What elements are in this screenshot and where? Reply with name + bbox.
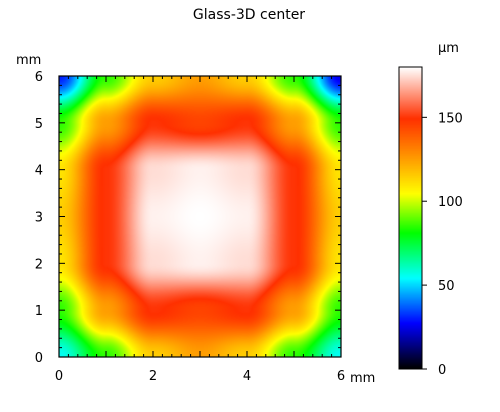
y-axis-unit: mm xyxy=(16,53,41,68)
colorbar-frame xyxy=(398,66,423,370)
colorbar-tick-label: 100 xyxy=(438,195,463,210)
y-tick-label: 4 xyxy=(35,164,43,179)
chart-title: Glass-3D center xyxy=(193,7,305,23)
colorbar-unit: µm xyxy=(438,41,459,56)
x-tick-label: 4 xyxy=(243,369,251,384)
y-tick-label: 5 xyxy=(35,117,43,132)
heatmap-canvas xyxy=(59,76,341,357)
axes-layer: 0 2 4 6 0 1 2 3 4 5 6 0 50 100 150 xyxy=(35,70,463,384)
x-tick-label: 6 xyxy=(337,369,345,384)
x-tick-label: 2 xyxy=(149,369,157,384)
colorbar-tick-label: 150 xyxy=(438,111,463,126)
colorbar-tick-label: 50 xyxy=(438,279,455,294)
y-tick-label: 3 xyxy=(35,211,43,226)
heatmap-plot-area xyxy=(59,76,341,357)
y-tick-label: 0 xyxy=(35,351,43,366)
y-tick-label: 1 xyxy=(35,304,43,319)
x-axis-unit: mm xyxy=(350,371,375,386)
colorbar-canvas xyxy=(399,67,422,369)
y-tick-label: 2 xyxy=(35,257,43,272)
colorbar xyxy=(399,67,422,369)
colorbar-tick-label: 0 xyxy=(438,363,446,378)
y-tick-label: 6 xyxy=(35,70,43,85)
x-tick-label: 0 xyxy=(55,369,63,384)
